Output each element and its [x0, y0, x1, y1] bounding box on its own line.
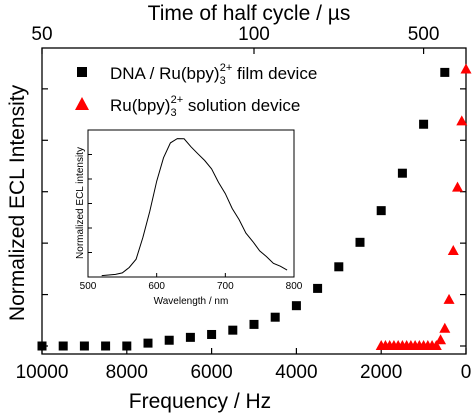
legend-marker-solution — [75, 97, 89, 110]
x2-tick-label-1: 100 — [238, 24, 270, 45]
marks-group — [37, 63, 472, 351]
x2-tick-label-2: 500 — [408, 24, 440, 45]
series-0-point-2 — [79, 341, 89, 351]
series-0-point-9 — [228, 325, 238, 335]
series-0-point-4 — [122, 341, 132, 351]
series-0-point-19 — [440, 67, 450, 77]
inset-chart: 500 600 700 800 Wavelength / nm Normalized … — [75, 129, 303, 307]
series-1-point-15 — [439, 322, 451, 333]
legend-marker-film — [77, 67, 87, 77]
series-0-point-6 — [164, 335, 174, 345]
series-0-point-8 — [207, 329, 217, 339]
x-tick-label-2: 6000 — [190, 362, 232, 383]
series-0-point-16 — [376, 206, 386, 216]
series-0-point-17 — [397, 168, 407, 178]
inset-x-tick-label-0: 500 — [80, 281, 97, 292]
inset-tick-group: 500 600 700 800 — [80, 154, 303, 292]
legend: DNA / Ru(bpy)32+ film device Ru(bpy)32+ … — [75, 62, 317, 119]
series-0-point-13 — [313, 283, 323, 293]
series-1-point-13 — [430, 340, 442, 350]
series-0-point-1 — [58, 341, 68, 351]
x2-tick-label-0: 50 — [31, 24, 52, 45]
series-1-point-16 — [443, 293, 455, 304]
series-0-point-12 — [291, 301, 301, 311]
inset-frame — [87, 129, 295, 278]
inset-x-axis-title: Wavelength / nm — [154, 296, 229, 307]
series-0-point-15 — [355, 237, 365, 247]
series-1-point-19 — [456, 115, 468, 126]
inset-x-tick-label-1: 600 — [148, 281, 165, 292]
x-tick-label-3: 4000 — [275, 362, 317, 383]
series-0-point-10 — [249, 319, 259, 329]
tick-group: 10000 8000 6000 4000 2000 0 50 100 500 — [16, 24, 472, 383]
x-tick-label-4: 2000 — [360, 362, 402, 383]
series-0-point-14 — [334, 262, 344, 272]
x2-axis-title: Time of half cycle / µs — [148, 2, 351, 25]
series-0-point-5 — [143, 338, 153, 348]
x-tick-label-0: 10000 — [16, 362, 69, 383]
series-0-point-3 — [101, 341, 111, 351]
x-axis-title: Frequency / Hz — [129, 390, 271, 413]
y-axis-title: Normalized ECL Intensity — [6, 84, 29, 321]
series-1-point-20 — [460, 63, 472, 74]
series-0-point-11 — [270, 312, 280, 322]
inset-x-tick-label-3: 800 — [286, 281, 303, 292]
inset-y-axis-title: Normalized ECL intensity — [75, 147, 86, 259]
inset-x-tick-label-2: 700 — [217, 281, 234, 292]
x-tick-label-1: 8000 — [106, 362, 148, 383]
legend-entry-solution: Ru(bpy)32+ solution device — [110, 94, 300, 119]
series-0-point-0 — [37, 341, 47, 351]
inset-spectrum-line — [101, 138, 288, 277]
legend-entry-film: DNA / Ru(bpy)32+ film device — [110, 62, 317, 87]
series-1-point-18 — [452, 181, 464, 192]
series-0-point-7 — [185, 332, 195, 342]
x-tick-label-5: 0 — [461, 362, 472, 383]
series-0-point-18 — [419, 119, 429, 129]
series-1-point-14 — [435, 334, 447, 345]
series-1-point-17 — [447, 244, 459, 255]
